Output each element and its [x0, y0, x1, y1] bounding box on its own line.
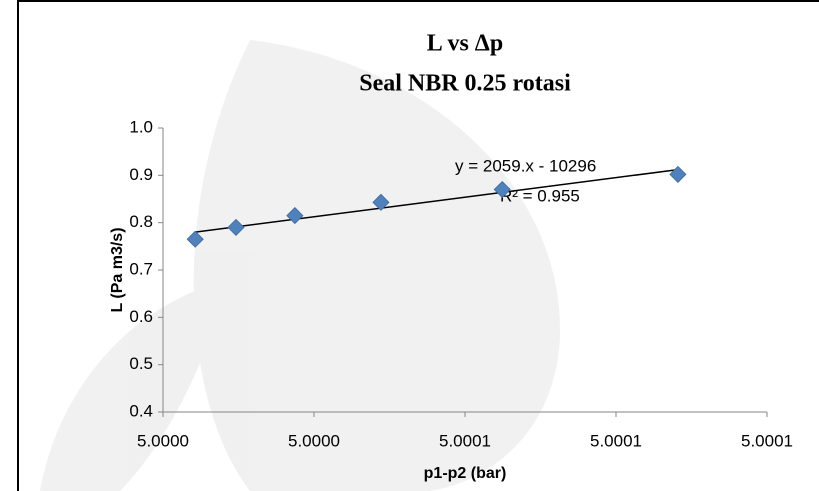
x-tick-label: 5.0001 [590, 431, 642, 450]
x-tick-label: 5.0001 [741, 431, 793, 450]
chart-subtitle: Seal NBR 0.25 rotasi [359, 71, 571, 97]
x-tick-label: 5.0001 [439, 431, 491, 450]
r-squared: R² = 0.955 [500, 186, 580, 205]
x-axis-title: p1-p2 (bar) [424, 465, 507, 482]
point [186, 230, 204, 248]
y-tick-label: 0.7 [129, 259, 153, 278]
y-tick-label: 0.6 [129, 307, 153, 326]
point [286, 207, 304, 225]
watermark [40, 40, 561, 491]
point [493, 180, 511, 199]
y-tick-label: 0.5 [129, 354, 153, 373]
y-axis-title: L (Pa m3/s) [109, 227, 126, 312]
y-tick-label: 0.8 [129, 212, 153, 231]
point [372, 193, 390, 211]
equation: y = 2059.x - 10296 [455, 156, 596, 175]
trendline [195, 168, 679, 233]
y-tick-label: 0.9 [129, 165, 153, 184]
point [227, 218, 245, 236]
x-tick-label: 5.0000 [288, 431, 340, 450]
y-tick-label: 0.4 [129, 401, 153, 420]
y-tick-label: 1.0 [129, 117, 153, 136]
x-tick-label: 5.0000 [137, 431, 189, 450]
point [669, 165, 687, 183]
chart-title: L vs Δp [427, 31, 503, 57]
